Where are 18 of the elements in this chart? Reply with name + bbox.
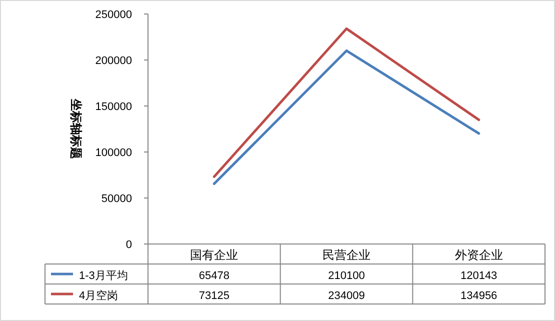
data-label: 210100 [328,270,365,282]
x-tick-label: 民营企业 [322,248,370,262]
y-axis-title: 坐标轴标题 [69,98,83,159]
data-label: 120143 [460,270,498,282]
y-tick-label: 0 [126,239,132,251]
data-label: 134956 [460,290,498,302]
y-tick-label: 50000 [101,193,132,205]
x-tick-label: 外资企业 [454,248,503,262]
legend-label: 4月空岗 [79,289,118,302]
y-tick-label: 150000 [95,101,132,113]
x-tick-label: 国有企业 [190,248,238,262]
y-tick-label: 250000 [95,9,132,21]
legend-label: 1-3月平均 [79,270,128,282]
data-label: 234009 [328,290,365,302]
y-tick-label: 100000 [95,147,132,159]
y-tick-label: 200000 [95,55,132,67]
data-label: 73125 [198,290,230,302]
data-label: 65478 [198,270,230,282]
